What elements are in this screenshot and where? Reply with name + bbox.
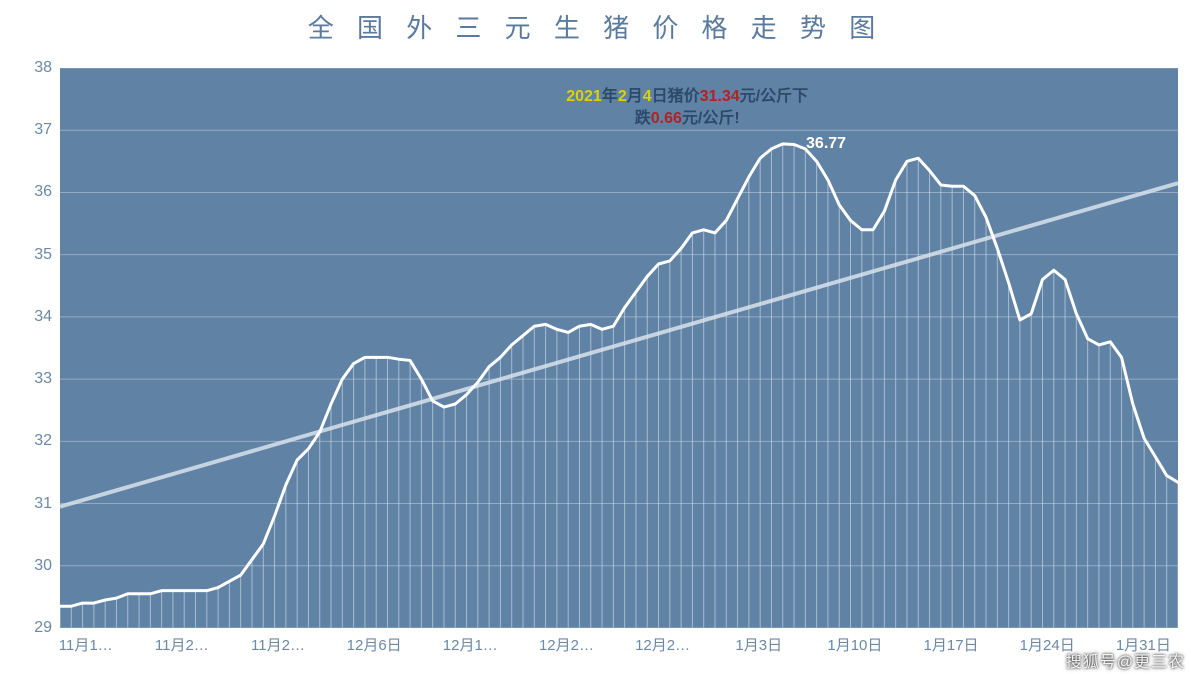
subtitle-year: 2021	[566, 88, 602, 105]
x-tick-label: 1月3日	[735, 634, 782, 655]
y-tick-label: 34	[12, 308, 52, 326]
chart-container: 全 国 外 三 元 生 猪 价 格 走 势 图 2021年2月4日猪价31.34…	[0, 0, 1191, 674]
x-tick-label: 11月2…	[251, 634, 305, 655]
y-tick-label: 36	[12, 183, 52, 201]
x-tick-label: 11月2…	[155, 634, 209, 655]
y-tick-label: 30	[12, 557, 52, 575]
y-tick-label: 38	[12, 59, 52, 77]
chart-svg	[60, 68, 1178, 628]
peak-value-label: 36.77	[806, 135, 846, 153]
x-tick-label: 12月1…	[443, 634, 498, 655]
x-tick-label: 12月2…	[635, 634, 690, 655]
y-tick-label: 33	[12, 370, 52, 388]
y-tick-label: 37	[12, 121, 52, 139]
x-tick-label: 1月17日	[924, 634, 979, 655]
chart-subtitle: 2021年2月4日猪价31.34元/公斤下 跌0.66元/公斤!	[507, 86, 867, 131]
watermark-text: 搜狐号@更三农	[1066, 648, 1185, 672]
y-tick-label: 35	[12, 246, 52, 264]
x-tick-label: 12月2…	[539, 634, 594, 655]
x-tick-label: 1月10日	[827, 634, 882, 655]
plot-area	[60, 68, 1178, 628]
chart-title: 全 国 外 三 元 生 猪 价 格 走 势 图	[0, 8, 1191, 45]
y-tick-label: 29	[12, 619, 52, 637]
x-tick-label: 12月6日	[347, 634, 402, 655]
x-tick-label: 11月1…	[59, 634, 113, 655]
y-tick-label: 32	[12, 432, 52, 450]
y-tick-label: 31	[12, 495, 52, 513]
